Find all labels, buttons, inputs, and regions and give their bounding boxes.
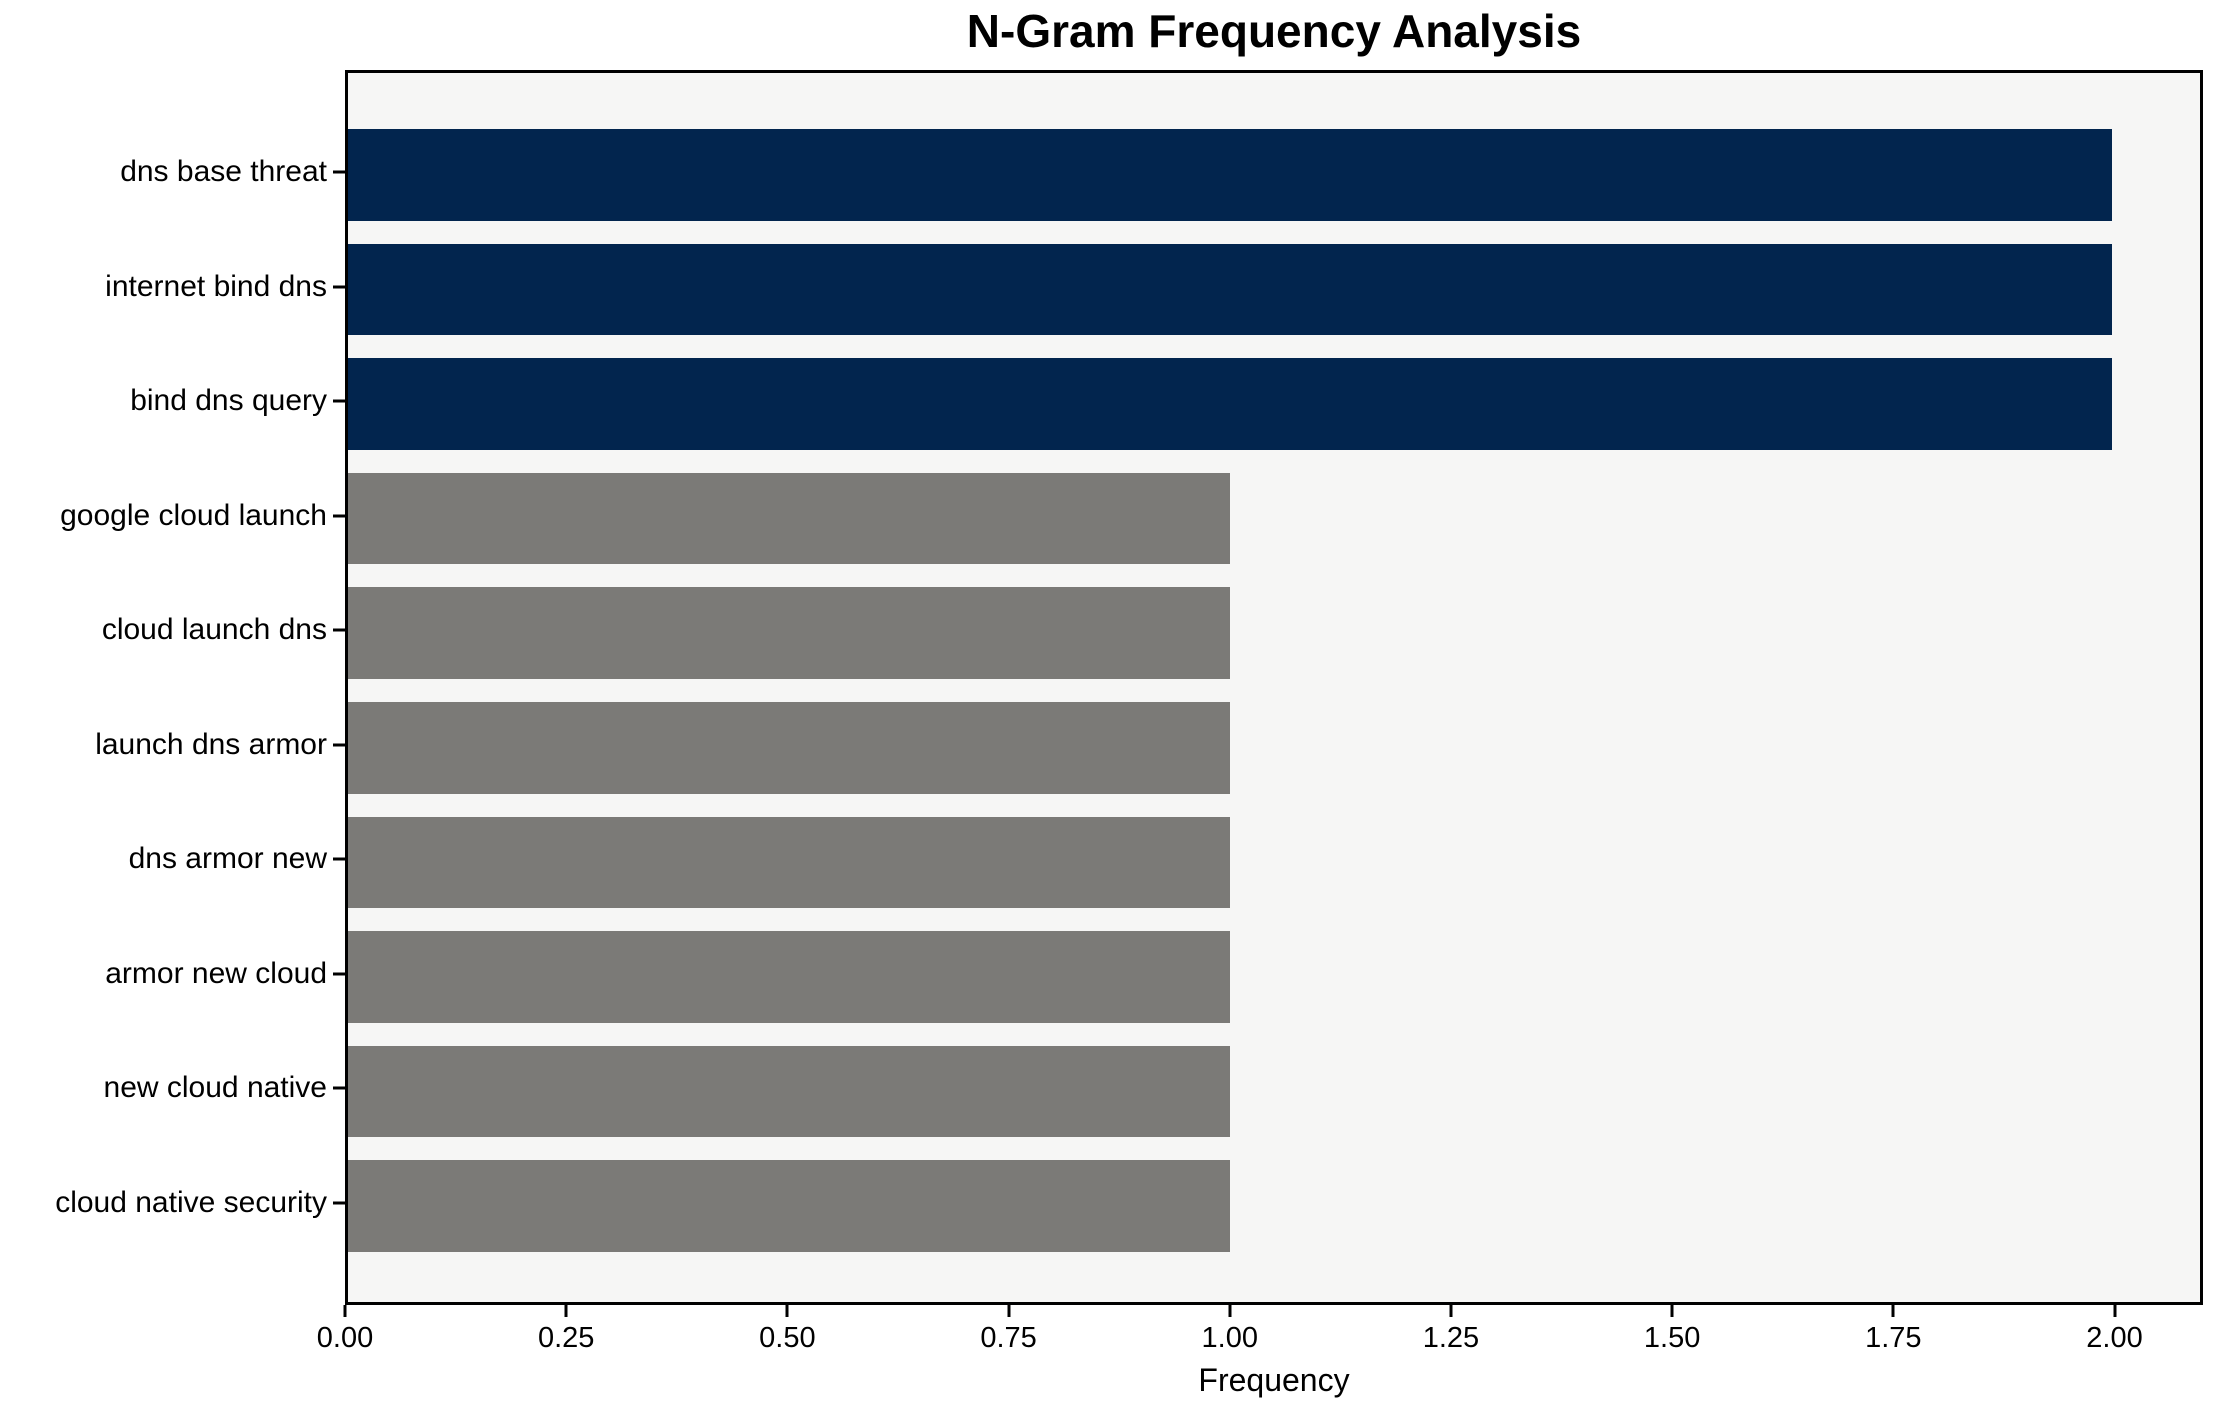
x-tick-mark <box>2113 1305 2117 1317</box>
x-tick-mark <box>785 1305 789 1317</box>
x-tick-mark <box>1670 1305 1674 1317</box>
x-axis-label: Frequency <box>1198 1362 1350 1398</box>
y-tick-label: cloud native security <box>55 1186 327 1220</box>
bar-cloud-launch-dns <box>348 587 1230 680</box>
x-tick-label: 2.00 <box>2086 1322 2143 1354</box>
y-tick-mark <box>333 170 345 174</box>
bar-bind-dns-query <box>348 358 2112 450</box>
x-tick-label: 1.00 <box>1201 1322 1258 1354</box>
y-tick-label: bind dns query <box>130 384 327 418</box>
bar-google-cloud-launch <box>348 472 1230 565</box>
y-tick-label: armor new cloud <box>105 956 327 990</box>
y-tick-label: cloud launch dns <box>101 613 327 647</box>
bar-armor-new-cloud <box>348 931 1230 1023</box>
y-tick-mark <box>333 514 345 518</box>
plot-area <box>345 70 2203 1305</box>
bar-launch-dns-armor <box>348 701 1230 794</box>
x-tick-mark <box>343 1305 347 1317</box>
x-tick-label: 0.25 <box>537 1322 595 1354</box>
y-tick-label: dns armor new <box>128 842 327 876</box>
x-tick-label: 1.50 <box>1643 1322 1701 1354</box>
bar-internet-bind-dns <box>348 243 2112 336</box>
x-tick-label: 1.75 <box>1865 1322 1922 1354</box>
y-tick-label: new cloud native <box>103 1071 327 1105</box>
y-tick-label: google cloud launch <box>60 498 327 532</box>
y-tick-mark <box>333 399 345 403</box>
y-tick-mark <box>333 628 345 632</box>
y-tick-mark <box>333 857 345 861</box>
y-tick-label: launch dns armor <box>95 727 327 761</box>
bar-cloud-native-security <box>348 1160 1230 1252</box>
x-tick-mark <box>1449 1305 1453 1317</box>
x-tick-label: 0.75 <box>980 1322 1037 1354</box>
bar-new-cloud-native <box>348 1045 1230 1138</box>
x-tick-label: 0.00 <box>316 1322 374 1354</box>
y-tick-mark <box>333 285 345 289</box>
y-tick-label: dns base threat <box>120 154 327 188</box>
y-tick-mark <box>333 972 345 976</box>
x-tick-mark <box>564 1305 568 1317</box>
y-tick-mark <box>333 743 345 747</box>
x-tick-mark <box>1007 1305 1011 1317</box>
y-tick-label: internet bind dns <box>105 269 327 303</box>
y-tick-mark <box>333 1201 345 1205</box>
x-tick-label: 0.50 <box>759 1322 816 1354</box>
y-tick-mark <box>333 1086 345 1090</box>
x-tick-mark <box>1891 1305 1895 1317</box>
bar-dns-base-threat <box>348 129 2112 221</box>
x-tick-mark <box>1228 1305 1232 1317</box>
chart-title: N-Gram Frequency Analysis <box>966 5 1582 57</box>
x-tick-label: 1.25 <box>1422 1322 1480 1354</box>
bar-dns-armor-new <box>348 816 1230 909</box>
